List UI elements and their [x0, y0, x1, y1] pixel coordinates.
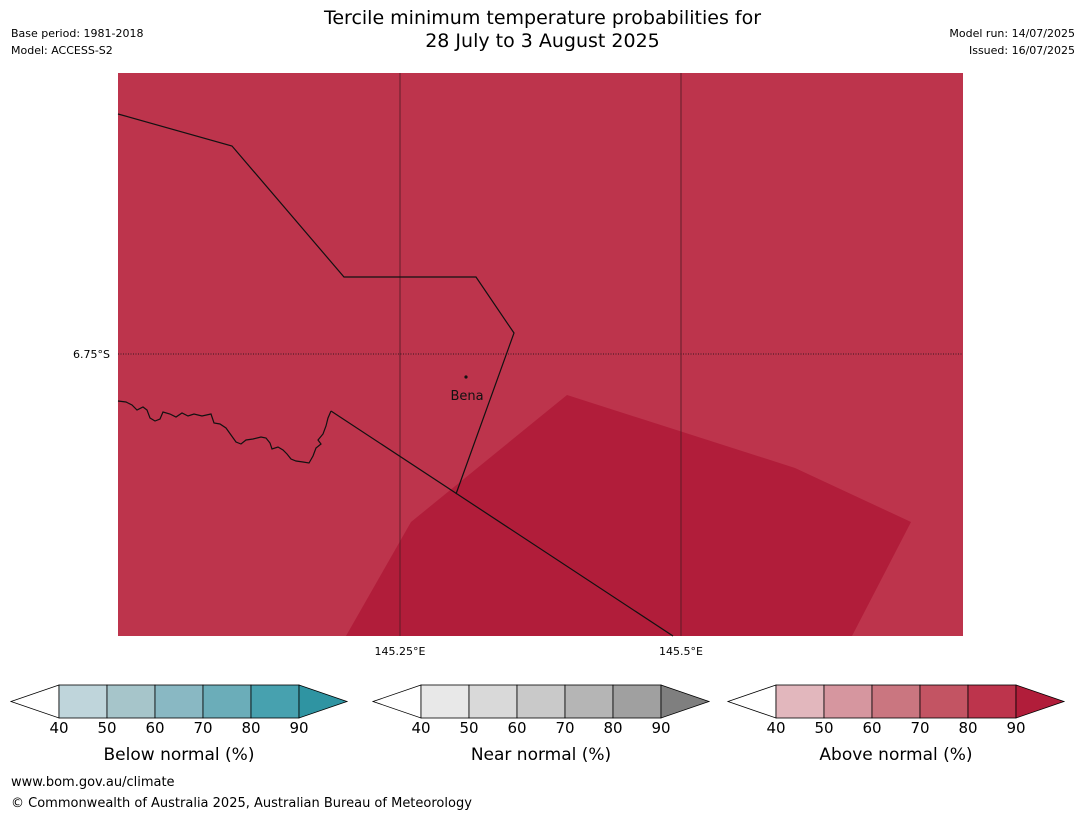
title-line-1: Tercile minimum temperature probabilitie… — [323, 7, 762, 29]
below-normal-bin-0 — [58, 684, 108, 719]
above-normal-tick: 60 — [862, 719, 882, 737]
above-normal-tick: 80 — [958, 719, 978, 737]
high-probability-zone — [346, 395, 911, 636]
above-normal-tick: 90 — [1006, 719, 1026, 737]
province-border-south — [330, 410, 674, 637]
near-normal-tick: 80 — [603, 719, 623, 737]
near-normal-tick: 60 — [507, 719, 527, 737]
near-normal-legend-label: Near normal (%) — [470, 745, 612, 765]
bena-marker — [464, 375, 468, 379]
below-normal-bin-2 — [154, 684, 204, 719]
near-normal-bin-3 — [564, 684, 614, 719]
lon-label-145-25: 145.25°E — [375, 645, 426, 658]
above-normal-tick: 40 — [766, 719, 786, 737]
above-normal-bin-1 — [823, 684, 873, 719]
near-normal-tick: 90 — [651, 719, 671, 737]
footer-copyright: © Commonwealth of Australia 2025, Austra… — [11, 796, 472, 811]
below-normal-bin-1 — [106, 684, 156, 719]
legend-colorbars — [9, 684, 1066, 719]
near-normal-bin-0 — [420, 684, 470, 719]
issued-date: Issued: 16/07/2025 — [968, 44, 1075, 57]
above-normal-legend-label: Above normal (%) — [819, 745, 973, 765]
model-name: Model: ACCESS-S2 — [11, 44, 113, 57]
lat-label: 6.75°S — [73, 348, 110, 361]
near-normal-bin-2 — [516, 684, 566, 719]
near-normal-tick: 70 — [555, 719, 575, 737]
title-line-2: 28 July to 3 August 2025 — [425, 30, 660, 52]
above-normal-high-extension — [1015, 684, 1066, 719]
near-normal-tick: 50 — [459, 719, 479, 737]
province-border-north — [117, 113, 515, 495]
above-normal-bin-4 — [967, 684, 1017, 719]
province-border-river — [117, 400, 332, 464]
below-normal-tick: 60 — [145, 719, 165, 737]
near-normal-bin-1 — [468, 684, 518, 719]
above-normal-tick: 50 — [814, 719, 834, 737]
above-normal-bin-0 — [775, 684, 825, 719]
base-period: Base period: 1981-2018 — [11, 27, 144, 40]
map-title: Tercile minimum temperature probabilitie… — [0, 7, 1085, 53]
lon-label-145-5: 145.5°E — [659, 645, 703, 658]
below-normal-tick: 70 — [193, 719, 213, 737]
above-normal-low-extension — [726, 684, 777, 719]
near-normal-tick: 40 — [411, 719, 431, 737]
near-normal-bin-4 — [612, 684, 662, 719]
metadata-right: Model run: 14/07/2025 Issued: 16/07/2025 — [949, 25, 1075, 59]
model-run: Model run: 14/07/2025 — [949, 27, 1075, 40]
above-normal-bin-2 — [871, 684, 921, 719]
footer-website: www.bom.gov.au/climate — [11, 775, 175, 790]
below-normal-tick: 80 — [241, 719, 261, 737]
above-normal-bin-3 — [919, 684, 969, 719]
below-normal-bin-3 — [202, 684, 252, 719]
below-normal-tick: 50 — [97, 719, 117, 737]
near-normal-low-extension — [371, 684, 422, 719]
below-normal-legend-label: Below normal (%) — [103, 745, 255, 765]
below-normal-bin-4 — [250, 684, 300, 719]
below-normal-tick: 90 — [289, 719, 309, 737]
above-normal-tick: 70 — [910, 719, 930, 737]
near-normal-high-extension — [660, 684, 711, 719]
bena-label: Bena — [450, 389, 483, 404]
below-normal-low-extension — [9, 684, 60, 719]
below-normal-high-extension — [298, 684, 349, 719]
below-normal-tick: 40 — [49, 719, 69, 737]
metadata-left: Base period: 1981-2018 Model: ACCESS-S2 — [11, 25, 143, 59]
